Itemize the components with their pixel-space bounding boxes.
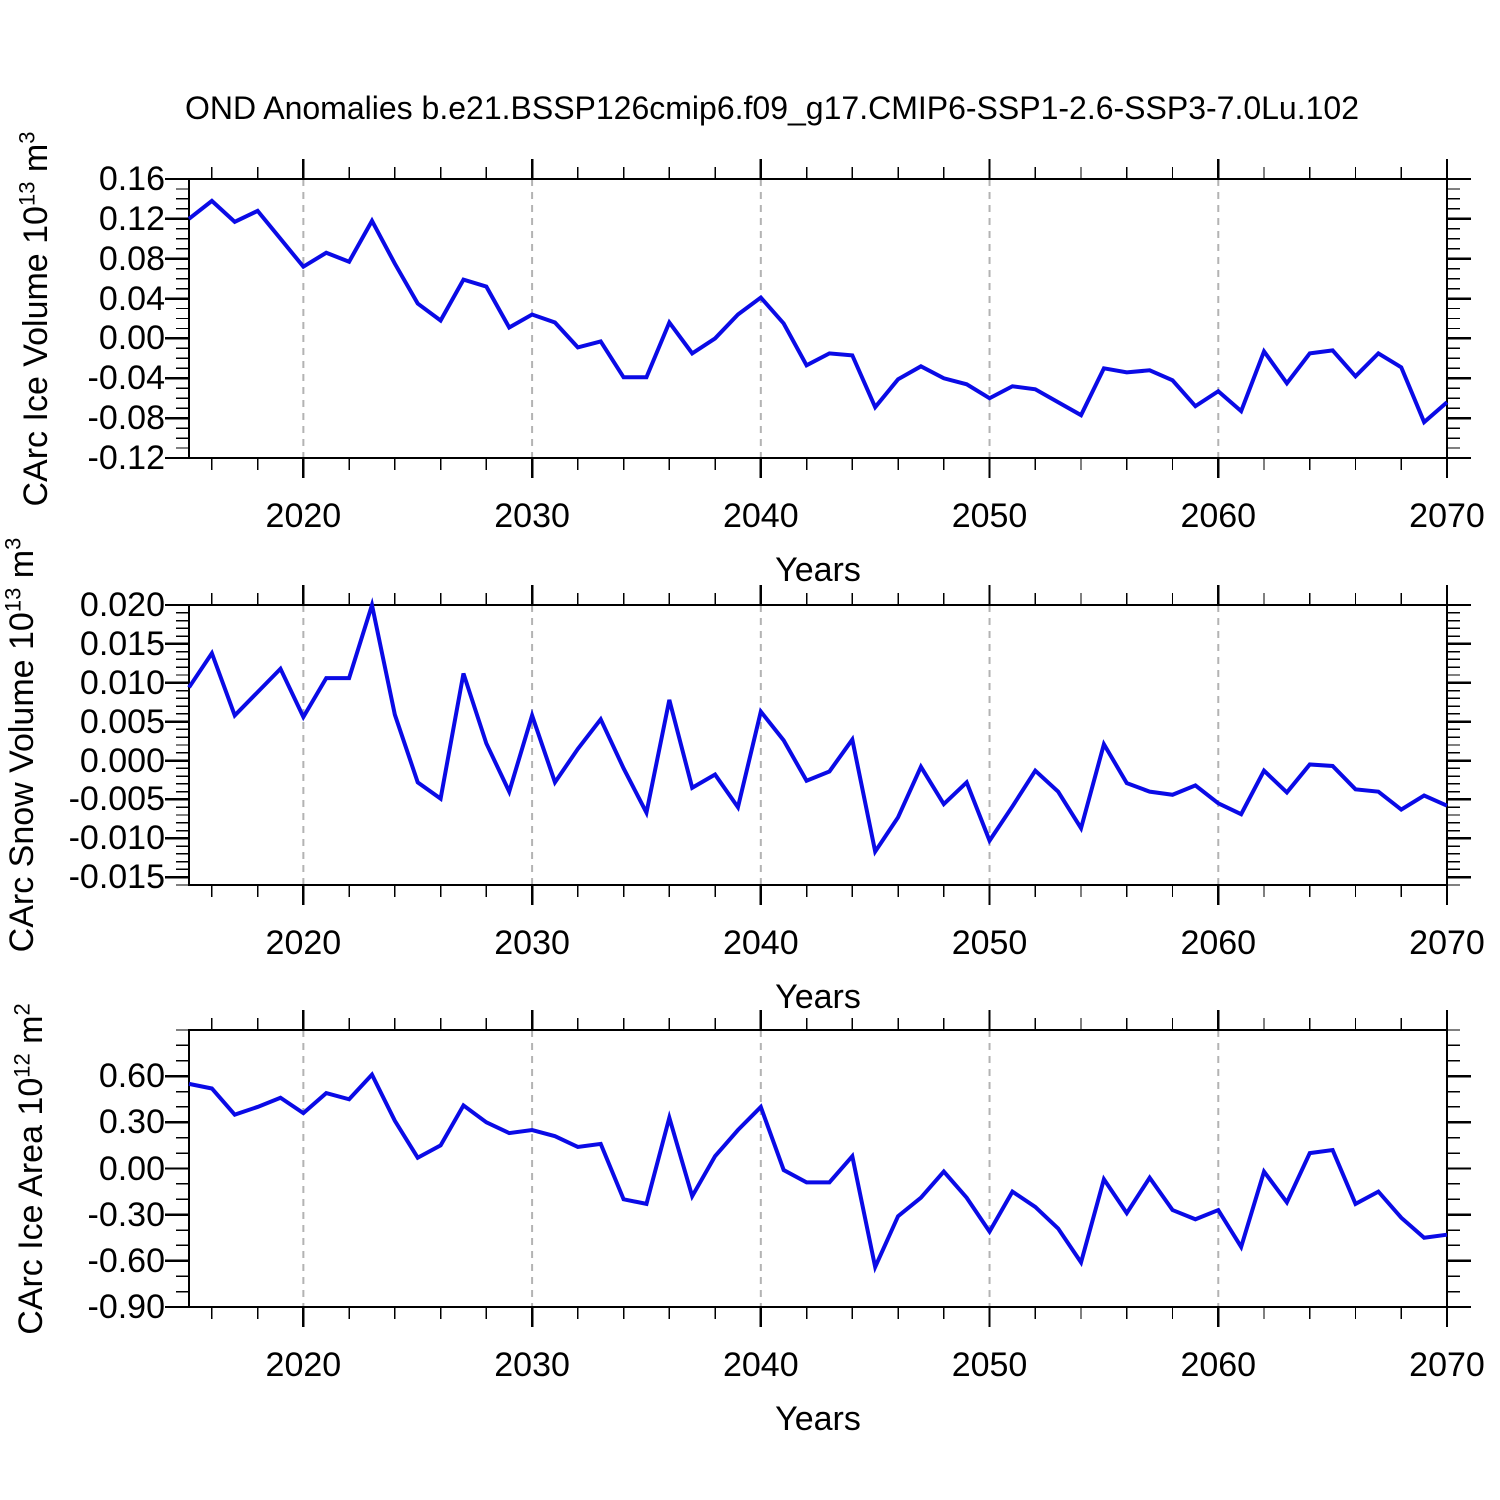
y-tick-label: 0.60 — [98, 1057, 165, 1096]
y-tick-label: 0.000 — [79, 741, 165, 780]
y-tick-label: -0.12 — [87, 439, 166, 477]
y-axis-title-unit: m — [17, 143, 55, 182]
x-tick-label: 2040 — [722, 924, 799, 962]
x-tick-label: 2020 — [265, 497, 342, 535]
y-tick-label: -0.30 — [87, 1195, 166, 1234]
y-tick-label: 0.16 — [98, 160, 165, 198]
y-tick-label: -0.08 — [87, 399, 166, 438]
y-tick-label: 0.30 — [98, 1103, 165, 1142]
x-axis-title: Years — [775, 1400, 861, 1438]
y-axis-title: CArc Ice Area 1012 m2 — [9, 789, 53, 1500]
y-tick-label: 0.00 — [98, 1149, 165, 1188]
x-tick-label: 2060 — [1180, 924, 1257, 962]
y-tick-label: -0.60 — [87, 1241, 166, 1280]
y-axis-title-exponent: 13 — [0, 587, 26, 613]
y-tick-label: 0.12 — [98, 199, 165, 238]
y-tick-label: 0.020 — [79, 586, 165, 624]
x-tick-label: 2030 — [494, 924, 570, 962]
y-tick-label: 0.00 — [98, 319, 165, 358]
x-tick-label: 2020 — [265, 1346, 342, 1384]
y-tick-label: 0.005 — [79, 702, 165, 741]
y-axis-title-exponent: 13 — [14, 181, 40, 206]
panel-frame — [188, 178, 1448, 459]
panel-frame — [188, 604, 1448, 886]
x-axis-title: Years — [775, 551, 861, 589]
panel-frame — [188, 1029, 1448, 1308]
y-axis-title-unit-exponent: 3 — [0, 537, 26, 550]
series-line-2 — [188, 1071, 1448, 1274]
x-tick-label: 2040 — [722, 497, 799, 535]
y-axis-title-unit-exponent: 2 — [9, 1002, 35, 1015]
y-tick-label: 0.010 — [79, 663, 165, 702]
x-tick-label: 2030 — [494, 497, 570, 535]
y-tick-label: 0.08 — [98, 239, 165, 278]
series-line-1 — [187, 597, 1448, 857]
x-tick-label: 2030 — [494, 1346, 570, 1384]
x-axis-title: Years — [775, 978, 861, 1016]
y-tick-label: 0.04 — [98, 279, 165, 318]
y-axis-title-unit: m — [3, 549, 41, 588]
y-tick-label: -0.010 — [68, 819, 165, 858]
y-tick-label: -0.90 — [87, 1288, 166, 1326]
series-line-0 — [187, 198, 1449, 426]
x-tick-label: 2060 — [1180, 497, 1257, 535]
y-axis-title-unit: m — [12, 1014, 50, 1053]
y-axis-title-unit-exponent: 3 — [14, 131, 40, 144]
y-tick-label: -0.005 — [68, 780, 165, 819]
x-tick-label: 2040 — [722, 1346, 799, 1384]
chart-title: OND Anomalies b.e21.BSSP126cmip6.f09_g17… — [185, 90, 1359, 126]
x-tick-label: 2050 — [951, 1346, 1028, 1384]
y-axis-title-text: CArc Ice Area 10 — [12, 1077, 50, 1335]
x-tick-label: 2050 — [951, 924, 1028, 962]
y-tick-label: 0.015 — [79, 624, 165, 663]
x-tick-label: 2050 — [951, 497, 1028, 535]
y-tick-label: -0.015 — [68, 858, 165, 897]
x-tick-label: 2070 — [1409, 924, 1485, 962]
x-tick-label: 2070 — [1409, 1346, 1485, 1384]
y-axis-title-exponent: 12 — [9, 1052, 35, 1078]
x-tick-label: 2070 — [1409, 497, 1485, 535]
x-tick-label: 2060 — [1180, 1346, 1257, 1384]
y-tick-label: -0.04 — [87, 359, 166, 398]
x-tick-label: 2020 — [265, 924, 342, 962]
